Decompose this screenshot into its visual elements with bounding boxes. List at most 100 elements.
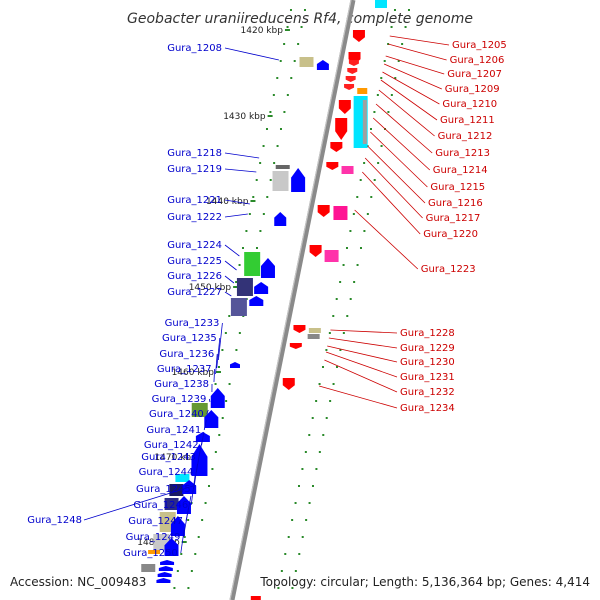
gene-label-right[interactable]: Gura_1213 [435,148,490,159]
leader-line [382,71,440,105]
label-leader-lines [83,35,450,554]
tick-dot [269,111,272,113]
tick-dot [262,145,265,147]
tick-dot [269,179,272,181]
leader-line [224,168,257,173]
gene-label-right[interactable]: Gura_1217 [426,213,481,224]
gene-label-right[interactable]: Gura_1230 [400,357,455,368]
tick-dot [201,519,204,521]
leader-line [224,244,240,257]
gene-label-left[interactable]: Gura_1224 [167,240,222,251]
gene-block [362,100,367,144]
gene-label-left[interactable]: Gura_1247 [128,516,183,527]
leader-line [372,117,431,171]
tick-dot [225,400,228,402]
gene-arrow-forward [274,212,287,226]
tick-dot [397,60,400,62]
gene-label-left[interactable]: Gura_1236 [159,349,214,360]
gene-label-left[interactable]: Gura_1249 [126,532,181,543]
gene-label-right[interactable]: Gura_1212 [438,131,493,142]
genome-title: Geobacter uraniireducens Rf4, complete g… [127,11,473,27]
leader-line [193,463,198,490]
leader-line [380,79,438,121]
gene-arrow-reverse [330,142,343,152]
gene-label-left[interactable]: Gura_1219 [167,164,222,175]
gene-label-left[interactable]: Gura_1245 [136,484,191,495]
gene-label-right[interactable]: Gura_1205 [452,40,507,51]
gene-arrow-reverse [282,378,295,390]
gene-label-left[interactable]: Gura_1227 [167,287,222,298]
gene-arrow-reverse [326,162,339,170]
gene-label-right[interactable]: Gura_1215 [430,182,485,193]
gene-label-left[interactable]: Gura_1222 [167,212,222,223]
tick-dot [173,587,176,589]
gene-arrow-reverse [309,245,322,257]
tick-dot [277,587,280,589]
gene-label-right[interactable]: Gura_1234 [400,403,455,414]
tick-dot [380,77,383,79]
gene-label-left[interactable]: Gura_1226 [167,271,222,282]
gene-label-right[interactable]: Gura_1228 [400,328,455,339]
gene-label-right[interactable]: Gura_1216 [428,198,483,209]
tick-dot [266,196,269,198]
gene-block [375,0,387,8]
gene-label-right[interactable]: Gura_1231 [400,372,455,383]
gene-block [175,474,190,482]
gene-label-left[interactable]: Gura_1208 [167,43,222,54]
gene-label-left[interactable]: Gura_1243 [141,452,196,463]
tick-dot [342,332,345,334]
gene-label-left[interactable]: Gura_1246 [133,500,188,511]
gene-label-left[interactable]: Gura_1238 [154,379,209,390]
gene-label-left[interactable]: Gura_1221 [167,195,222,206]
gene-label-left[interactable]: Gura_1244 [139,467,194,478]
gene-label-left[interactable]: Gura_1237 [157,364,212,375]
gene-label-left[interactable]: Gura_1248 [27,515,82,526]
tick-dot [279,60,282,62]
gene-label-left[interactable]: Gura_1250 [123,548,178,559]
gene-label-left[interactable]: Gura_1240 [149,409,204,420]
tick-dot [383,60,386,62]
major-tick [233,286,239,288]
gene-block [169,484,184,496]
gene-label-left[interactable]: Gura_1225 [167,256,222,267]
gene-label-right[interactable]: Gura_1210 [442,99,497,110]
gene-arrow-forward [156,578,171,583]
gene-label-left[interactable]: Gura_1242 [144,440,199,451]
tick-dot [349,230,352,232]
tick-dot [238,264,241,266]
gene-label-right[interactable]: Gura_1232 [400,387,455,398]
gene-arrow-forward [204,410,219,428]
tick-dot [283,43,286,45]
gene-arrow-forward [291,168,306,192]
tick-dot [280,570,283,572]
gene-block [333,206,348,220]
leader-line [389,35,450,46]
gene-label-left[interactable]: Gura_1233 [165,318,220,329]
tick-dot [373,179,376,181]
gene-label-left[interactable]: Gura_1218 [167,148,222,159]
gene-block [244,252,261,276]
gene-arrow-reverse [344,84,355,90]
gene-label-right[interactable]: Gura_1207 [447,69,502,80]
gene-label-right[interactable]: Gura_1211 [440,115,495,126]
gene-label-left[interactable]: Gura_1235 [162,333,217,344]
leader-line [209,398,211,403]
gene-block [164,498,179,510]
gene-label-right[interactable]: Gura_1220 [423,229,478,240]
leader-line [224,260,237,271]
topology-text: Topology: circular; Length: 5,136,364 bp… [259,575,590,589]
gene-label-right[interactable]: Gura_1209 [445,84,500,95]
leader-line [218,322,223,361]
tick-dot [303,9,306,11]
gene-label-right[interactable]: Gura_1223 [421,264,476,275]
gene-arrow-forward [160,560,175,565]
gene-label-right[interactable]: Gura_1214 [433,165,488,176]
tick-dot [255,247,258,249]
gene-label-left[interactable]: Gura_1241 [146,425,201,436]
major-tick [181,541,187,543]
gene-block [324,250,339,262]
gene-label-right[interactable]: Gura_1229 [400,343,455,354]
gene-label-left[interactable]: Gura_1239 [152,394,207,405]
gene-label-right[interactable]: Gura_1206 [450,55,505,66]
